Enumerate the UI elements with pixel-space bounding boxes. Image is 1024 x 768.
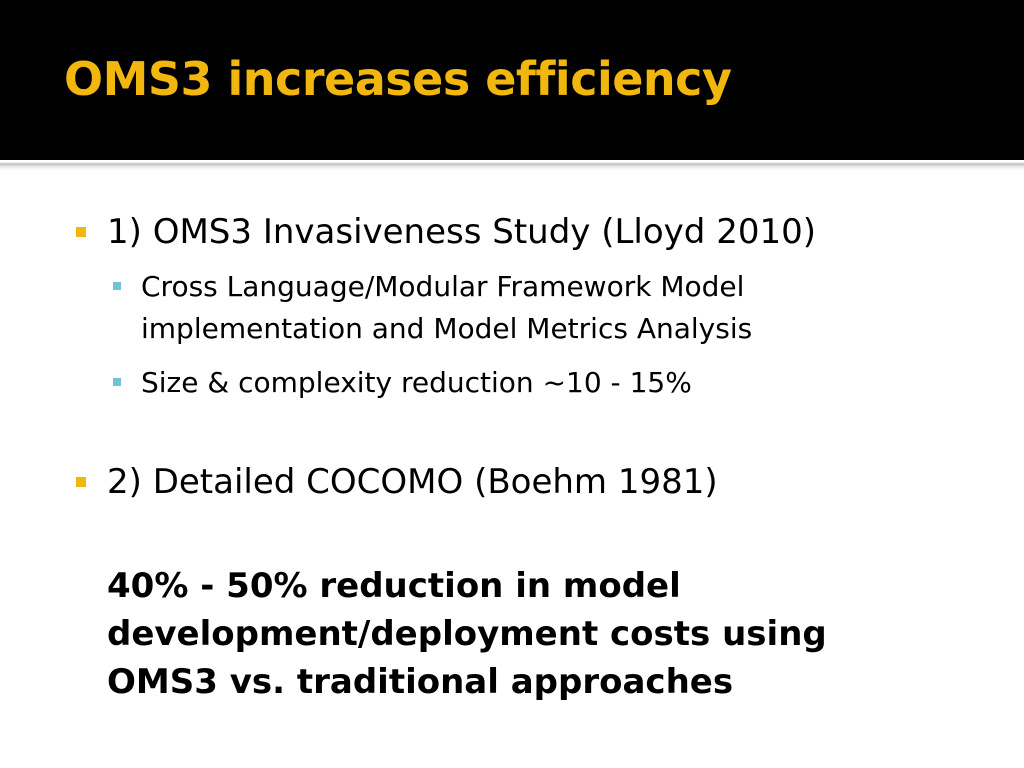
square-bullet-icon xyxy=(76,227,86,237)
title-divider xyxy=(0,160,1024,170)
square-bullet-icon xyxy=(76,477,86,487)
sub-bullet-text: Cross Language/Modular Framework Model i… xyxy=(141,270,753,345)
square-bullet-icon xyxy=(113,282,121,290)
bullet-text: 2) Detailed COCOMO (Boehm 1981) xyxy=(107,462,718,502)
slide-title: OMS3 increases efficiency xyxy=(64,52,732,106)
sub-bullet-text: Size & complexity reduction ~10 - 15% xyxy=(141,366,692,399)
bullet-text: 1) OMS3 Invasiveness Study (Lloyd 2010) xyxy=(107,212,816,252)
title-bar: OMS3 increases efficiency xyxy=(0,0,1024,160)
conclusion-text: 40% - 50% reduction in model development… xyxy=(107,566,827,702)
square-bullet-icon xyxy=(113,378,121,386)
